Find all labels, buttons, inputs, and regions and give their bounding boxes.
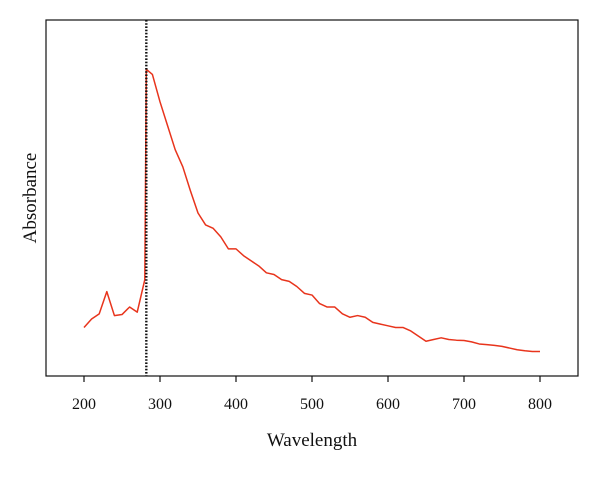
x-tick-label: 300 xyxy=(148,396,172,413)
series-line-0 xyxy=(83,68,540,353)
x-tick-label: 500 xyxy=(300,396,324,413)
x-tick-label: 800 xyxy=(528,396,552,413)
plot-frame xyxy=(45,19,579,377)
x-tick-label: 400 xyxy=(224,396,248,413)
x-tick-label: 700 xyxy=(452,396,476,413)
series-layer xyxy=(83,68,540,353)
x-axis-ticks: 200 300 400 500 600 700 800 xyxy=(72,376,552,413)
x-tick-label: 200 xyxy=(72,396,96,413)
y-axis-title: Absorbance xyxy=(20,153,41,244)
x-tick-label: 600 xyxy=(376,396,400,413)
x-axis-title: Wavelength xyxy=(267,430,358,451)
plot-border xyxy=(45,19,579,377)
